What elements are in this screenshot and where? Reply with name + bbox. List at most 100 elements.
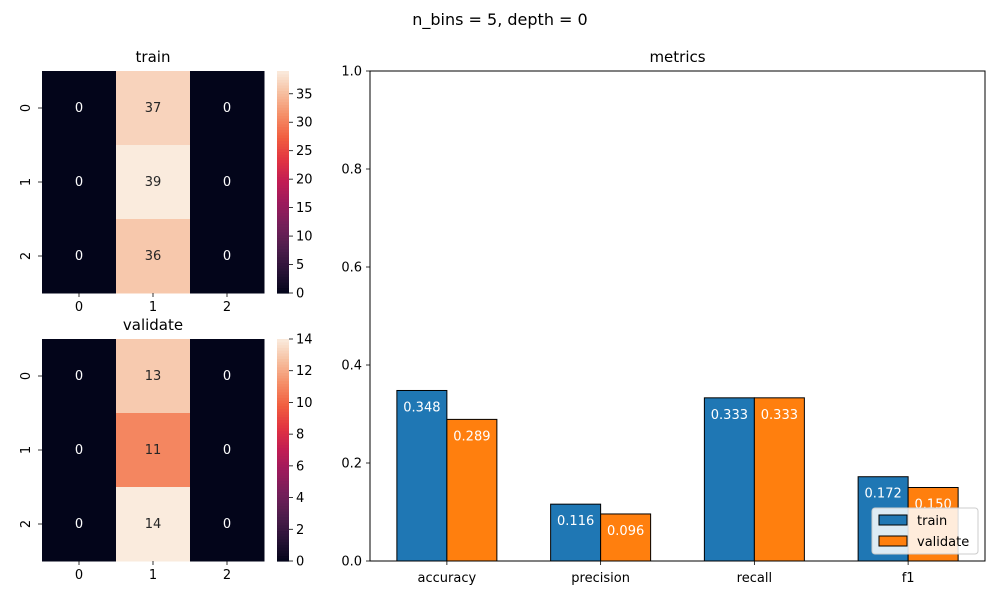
colorbar-segment xyxy=(277,497,289,501)
colorbar-segment xyxy=(277,522,289,526)
colorbar-segment xyxy=(277,148,289,153)
heatmap-cell xyxy=(190,145,265,220)
heatmap-cell xyxy=(42,145,117,220)
x-tick-label: 1 xyxy=(149,300,157,315)
colorbar-segment xyxy=(277,268,289,272)
colorbar-segment xyxy=(277,511,289,515)
colorbar-segment xyxy=(277,157,289,161)
colorbar-segment xyxy=(277,143,289,147)
colorbar-segment xyxy=(277,527,289,532)
colorbar-segment xyxy=(277,193,289,197)
colorbar-segment xyxy=(277,270,289,275)
colorbar-segment xyxy=(277,502,289,507)
heatmap-cell-label: 0 xyxy=(75,369,83,384)
colorbar-segment xyxy=(277,541,289,545)
colorbar-segment xyxy=(277,466,289,471)
colorbar-segment xyxy=(277,101,289,105)
colorbar-segment xyxy=(277,234,289,239)
colorbar-segment xyxy=(277,95,289,100)
colorbar-tick-label: 5 xyxy=(296,258,304,273)
y-tick-label: 0.8 xyxy=(341,163,362,178)
colorbar-tick-label: 12 xyxy=(296,364,313,379)
colorbar-segment xyxy=(277,486,289,490)
colorbar-segment xyxy=(277,251,289,255)
heatmap-cell xyxy=(42,219,117,294)
colorbar-segment xyxy=(277,358,289,362)
colorbar-segment xyxy=(277,388,289,393)
x-tick-label: precision xyxy=(571,571,630,586)
colorbar-segment xyxy=(277,98,289,103)
colorbar-segment xyxy=(277,547,289,551)
colorbar-segment xyxy=(277,109,289,114)
colorbar-segment xyxy=(277,287,289,291)
x-tick-label: 2 xyxy=(223,568,231,583)
colorbar-segment xyxy=(277,488,289,493)
colorbar-segment xyxy=(277,281,289,286)
colorbar-segment xyxy=(277,162,289,166)
colorbar-segment xyxy=(277,524,289,529)
colorbar-segment xyxy=(277,552,289,557)
colorbar-segment xyxy=(277,413,289,418)
colorbar-tick-label: 2 xyxy=(296,523,304,538)
y-tick-label: 0.6 xyxy=(341,261,362,276)
colorbar-segment xyxy=(277,549,289,554)
colorbar-segment xyxy=(277,458,289,462)
colorbar-segment xyxy=(277,140,289,144)
colorbar-segment xyxy=(277,168,289,172)
bar-value-label: 0.348 xyxy=(403,400,440,415)
bar-train xyxy=(703,397,755,562)
colorbar-segment xyxy=(277,240,289,244)
heatmap-cell-label: 0 xyxy=(75,101,83,116)
heatmap-cell xyxy=(190,487,265,562)
colorbar-segment xyxy=(277,516,289,520)
colorbar-segment xyxy=(277,115,289,119)
bar-value-label: 0.289 xyxy=(453,429,490,444)
colorbar-segment xyxy=(277,558,289,562)
legend-swatch xyxy=(878,535,908,547)
colorbar-segment xyxy=(277,187,289,191)
colorbar-segment xyxy=(277,369,289,373)
colorbar-segment xyxy=(277,226,289,230)
colorbar-segment xyxy=(277,204,289,208)
heatmap-cell xyxy=(116,71,191,146)
colorbar-segment xyxy=(277,391,289,396)
y-tick-label: 2 xyxy=(19,252,34,260)
colorbar-segment xyxy=(277,394,289,398)
colorbar-segment xyxy=(277,212,289,216)
colorbar-segment xyxy=(277,472,289,476)
colorbar-segment xyxy=(277,276,289,280)
heatmap-cell xyxy=(190,339,265,414)
colorbar-segment xyxy=(277,290,289,294)
colorbar-tick-label: 10 xyxy=(296,396,313,411)
y-tick-label: 1.0 xyxy=(341,65,362,80)
colorbar-segment xyxy=(277,405,289,409)
x-tick-label: 0 xyxy=(75,300,83,315)
colorbar-segment xyxy=(277,262,289,266)
heatmap-cell xyxy=(190,71,265,146)
legend-label: validate xyxy=(917,535,969,550)
y-tick-label: 0.2 xyxy=(341,457,362,472)
colorbar-tick-label: 4 xyxy=(296,491,304,506)
colorbar-segment xyxy=(277,123,289,128)
colorbar-segment xyxy=(277,444,289,448)
x-tick-label: 2 xyxy=(223,300,231,315)
y-tick-label: 1 xyxy=(19,446,34,454)
colorbar-segment xyxy=(277,483,289,487)
heatmap-cell xyxy=(42,339,117,414)
colorbar-segment xyxy=(277,112,289,116)
colorbar-tick-label: 20 xyxy=(296,173,313,188)
colorbar-segment xyxy=(277,427,289,432)
colorbar-segment xyxy=(277,508,289,512)
bar-value-label: 0.096 xyxy=(607,524,644,539)
heatmap-cell-label: 36 xyxy=(145,249,162,264)
colorbar-segment xyxy=(277,76,289,80)
colorbar-segment xyxy=(277,533,289,537)
bar-validate xyxy=(753,397,805,562)
colorbar-segment xyxy=(277,411,289,415)
colorbar-segment xyxy=(277,198,289,203)
colorbar-segment xyxy=(277,477,289,482)
colorbar-segment xyxy=(277,400,289,404)
colorbar-segment xyxy=(277,107,289,111)
colorbar-segment xyxy=(277,248,289,252)
colorbar-segment xyxy=(277,494,289,498)
